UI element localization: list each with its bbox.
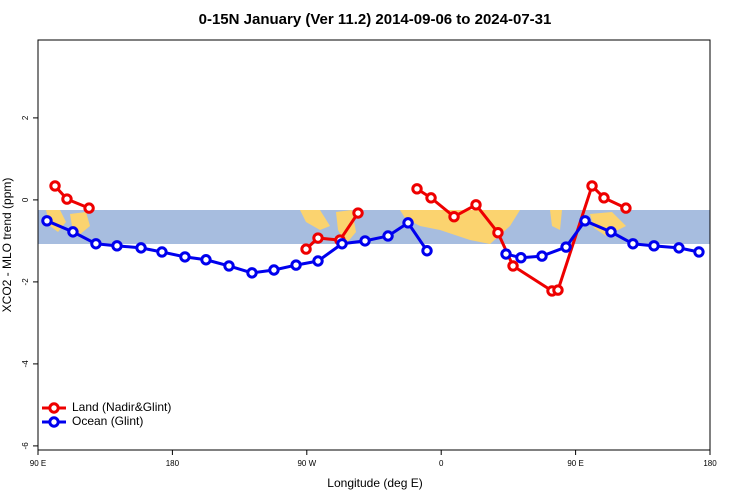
data-point	[312, 232, 324, 244]
data-point	[41, 215, 53, 227]
data-point	[179, 251, 191, 263]
x-tick-label: 180	[703, 459, 717, 468]
data-point	[448, 211, 460, 223]
data-point	[200, 254, 212, 266]
data-point	[673, 242, 685, 254]
data-point	[586, 180, 598, 192]
data-point	[536, 250, 548, 262]
plot-frame	[37, 39, 711, 451]
data-point	[312, 255, 324, 267]
chart-title: 0-15N January (Ver 11.2) 2014-09-06 to 2…	[199, 11, 552, 28]
legend-label: Ocean (Glint)	[72, 414, 143, 428]
data-point	[515, 252, 527, 264]
data-point	[290, 259, 302, 271]
data-point	[470, 199, 482, 211]
data-point	[156, 246, 168, 258]
y-tick-label: 2	[21, 115, 30, 120]
data-point	[648, 240, 660, 252]
x-tick-label: 180	[166, 459, 180, 468]
data-point	[90, 238, 102, 250]
x-axis-label: Longitude (deg E)	[327, 476, 422, 490]
x-tick-label: 90 W	[297, 459, 316, 468]
data-point	[246, 267, 258, 279]
data-point	[552, 284, 564, 296]
legend-label: Land (Nadir&Glint)	[72, 400, 171, 414]
data-point	[605, 226, 617, 238]
x-tick-label: 90 E	[30, 459, 46, 468]
data-point	[300, 243, 312, 255]
data-point	[500, 248, 512, 260]
x-tick-label: 90 E	[567, 459, 583, 468]
data-point	[359, 235, 371, 247]
y-tick-label: -4	[21, 360, 30, 368]
data-point	[693, 246, 705, 258]
data-point	[620, 202, 632, 214]
data-point	[560, 241, 572, 253]
x-tick-label: 0	[439, 459, 444, 468]
legend-marker	[48, 416, 60, 428]
data-point	[111, 240, 123, 252]
data-point	[598, 192, 610, 204]
data-point	[492, 227, 504, 239]
data-point	[49, 180, 61, 192]
data-point	[402, 217, 414, 229]
data-point	[507, 260, 519, 272]
y-tick-label: -2	[21, 278, 30, 286]
data-point	[579, 215, 591, 227]
data-point	[627, 238, 639, 250]
data-point	[421, 245, 433, 257]
legend-marker	[48, 402, 60, 414]
data-point	[352, 207, 364, 219]
data-point	[425, 192, 437, 204]
data-point	[268, 264, 280, 276]
data-point	[83, 202, 95, 214]
data-point	[382, 230, 394, 242]
data-point	[67, 226, 79, 238]
data-point	[223, 260, 235, 272]
data-point	[61, 193, 73, 205]
y-tick-label: -6	[21, 442, 30, 450]
y-tick-label: 0	[21, 197, 30, 202]
data-point	[411, 183, 423, 195]
y-axis-label: XCO2 - MLO trend (ppm)	[0, 178, 14, 313]
data-point	[336, 238, 348, 250]
data-point	[135, 242, 147, 254]
